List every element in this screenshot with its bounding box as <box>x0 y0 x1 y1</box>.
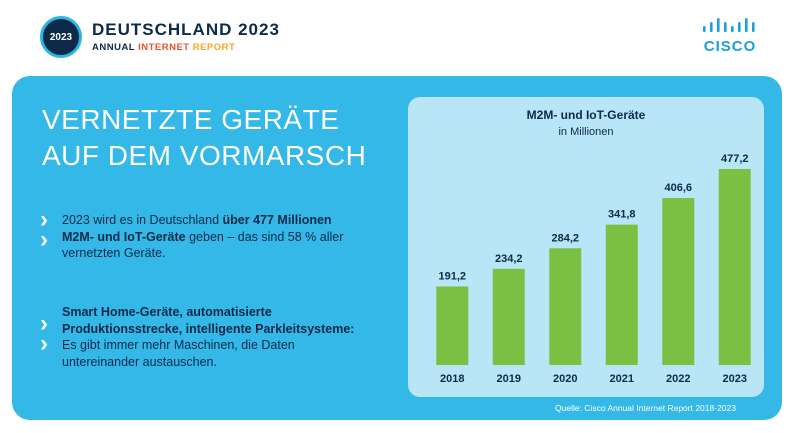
report-subtitle-internet: INTERNET <box>138 42 193 53</box>
chevron-right-icon: › <box>40 310 48 337</box>
report-title: DEUTSCHLAND 2023 <box>92 20 280 39</box>
data-label-2018: 191,2 <box>438 270 466 282</box>
x-tick-label-2018: 2018 <box>440 373 464 385</box>
data-label-2021: 341,8 <box>608 209 636 221</box>
data-label-2019: 234,2 <box>495 253 523 265</box>
report-subtitle-annual: ANNUAL <box>92 42 139 53</box>
headline-line-2: AUF DEM VORMARSCH <box>42 140 367 171</box>
x-tick-label-2022: 2022 <box>666 373 690 385</box>
report-subtitle: ANNUAL INTERNET REPORT <box>92 42 235 53</box>
paragraph-devices-2023: 2023 wird es in Deutschland über 477 Mil… <box>62 212 362 262</box>
paragraph-1-text-c: geben – das sind 58 % aller vernetzten G… <box>62 229 344 261</box>
data-label-2023: 477,2 <box>721 153 749 165</box>
data-label-2022: 406,6 <box>664 182 692 194</box>
x-tick-label-2023: 2023 <box>723 373 747 385</box>
bar-2018 <box>436 286 469 365</box>
paragraph-2-text-bold: Smart Home-Geräte, automatisierte Produk… <box>62 305 355 336</box>
x-tick-label-2019: 2019 <box>497 373 521 385</box>
paragraph-smart-home: Smart Home-Geräte, automatisierte Produk… <box>62 304 362 370</box>
bar-2020 <box>549 248 582 365</box>
chevron-right-icon: › <box>40 330 48 357</box>
cisco-wordmark: CISCO <box>703 38 757 55</box>
paragraph-1-text-a: 2023 wird es in Deutschland <box>62 213 223 227</box>
source-note: Quelle: Cisco Annual Internet Report 201… <box>555 403 736 413</box>
x-tick-label-2020: 2020 <box>553 373 577 385</box>
bar-chart: M2M- und IoT-Geräte in Millionen 191,2 20… <box>436 108 751 385</box>
cisco-logo: CISCO <box>700 18 760 58</box>
bar-2022 <box>662 197 695 365</box>
report-subtitle-report: REPORT <box>192 42 236 53</box>
chart-subtitle: in Millionen <box>558 126 613 138</box>
chart-container: M2M- und IoT-Geräte in Millionen 191,2 20… <box>408 97 764 397</box>
bar-2019 <box>492 268 525 365</box>
chevron-right-icon: › <box>40 226 48 253</box>
cisco-bridge-icon <box>703 18 755 32</box>
x-tick-label-2021: 2021 <box>610 373 634 385</box>
germany-badge-icon: 2023 <box>40 16 82 58</box>
chevron-right-icon: › <box>40 206 48 233</box>
report-header: 2023 DEUTSCHLAND 2023 ANNUAL INTERNET RE… <box>0 0 800 72</box>
paragraph-1-text-bold: über 477 Millionen M2M- und IoT-Geräte <box>62 213 332 244</box>
data-label-2020: 284,2 <box>551 232 579 244</box>
bar-2021 <box>605 224 638 365</box>
headline: VERNETZTE GERÄTE AUF DEM VORMARSCH <box>42 102 366 174</box>
badge-year: 2023 <box>49 31 73 43</box>
paragraph-2-text-normal: Es gibt immer mehr Maschinen, die Daten … <box>62 338 295 369</box>
bar-2023 <box>718 169 751 365</box>
chart-title: M2M- und IoT-Geräte <box>527 108 646 122</box>
headline-line-1: VERNETZTE GERÄTE <box>42 104 340 135</box>
